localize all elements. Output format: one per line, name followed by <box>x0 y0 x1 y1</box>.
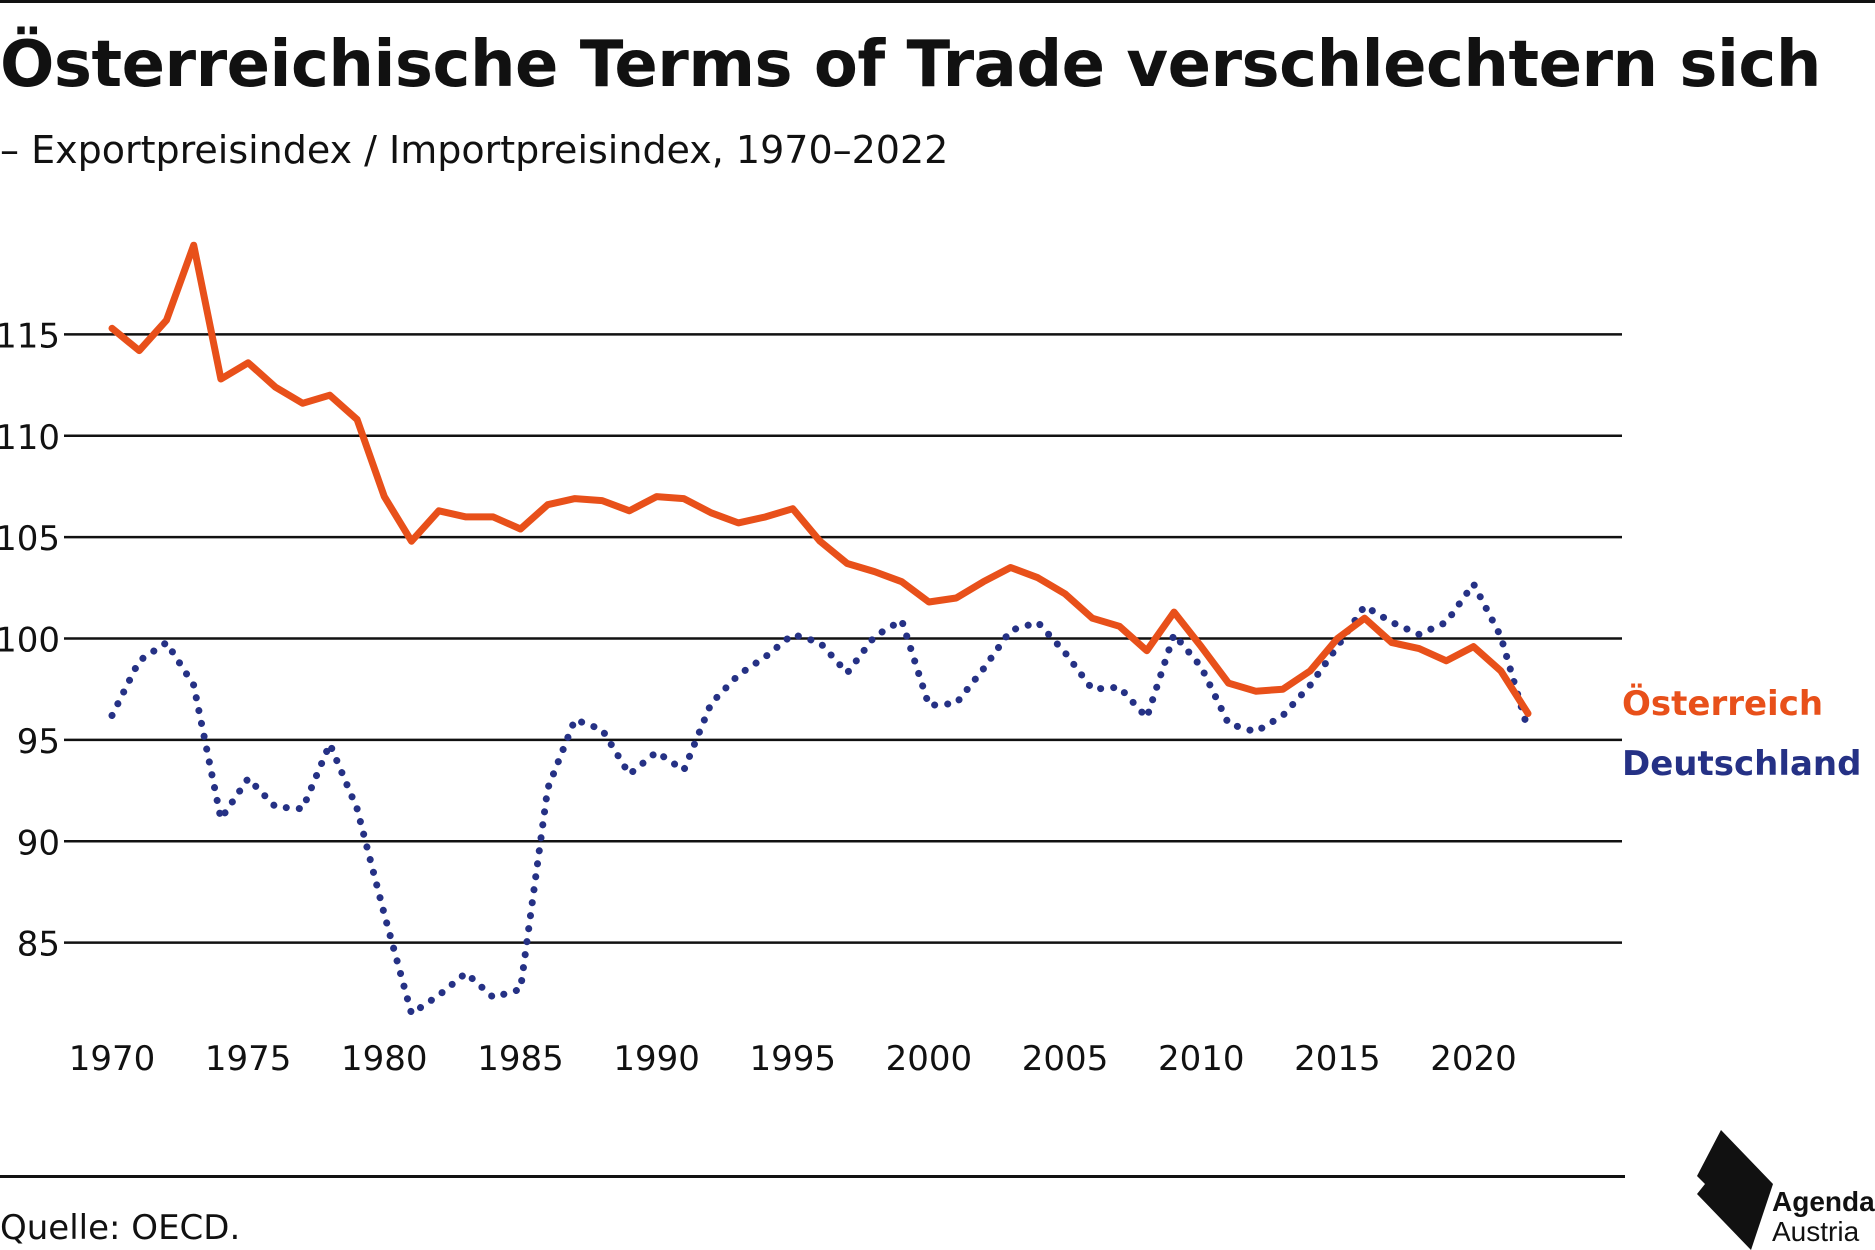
y-tick-label: 95 <box>17 722 60 762</box>
x-tick-label: 2010 <box>1158 1039 1245 1079</box>
top-rule <box>0 0 1875 3</box>
x-axis-tick-labels: 1970 1975 1980 1985 1990 1995 2000 2005 2010 2015… <box>69 1039 1517 1079</box>
y-tick-label: 110 <box>0 418 60 458</box>
y-tick-label: 115 <box>0 316 60 356</box>
y-axis-tick-labels: 85 90 95 100 105 110 115 <box>0 316 60 964</box>
logo-subname: Austria <box>1772 1216 1860 1247</box>
x-tick-label: 2015 <box>1294 1039 1381 1079</box>
x-tick-label: 2000 <box>886 1039 973 1079</box>
legend-label-oesterreich: Österreich <box>1622 683 1823 724</box>
x-tick-label: 1985 <box>477 1039 564 1079</box>
y-tick-label: 100 <box>0 621 60 661</box>
series-lines <box>108 241 1532 1018</box>
gridlines <box>64 333 1622 944</box>
x-tick-label: 2020 <box>1430 1039 1517 1079</box>
x-tick-label: 1995 <box>750 1039 837 1079</box>
logo-name: Agenda <box>1772 1186 1875 1217</box>
y-tick-label: 105 <box>0 519 60 559</box>
x-tick-label: 2005 <box>1022 1039 1109 1079</box>
x-tick-label: 1975 <box>205 1039 292 1079</box>
chart-title: Österreichische Terms of Trade verschlec… <box>0 28 1821 102</box>
source-note: Quelle: OECD. <box>0 1208 241 1248</box>
series-line-oesterreich <box>108 241 1532 717</box>
agenda-austria-logo: Agenda Austria <box>1695 1128 1875 1250</box>
y-tick-label: 85 <box>17 925 60 965</box>
x-tick-label: 1980 <box>341 1039 428 1079</box>
bottom-rule <box>0 1175 1625 1178</box>
x-tick-label: 1970 <box>69 1039 156 1079</box>
chart-subtitle: – Exportpreisindex / Importpreisindex, 1… <box>0 128 949 172</box>
x-tick-label: 1990 <box>613 1039 700 1079</box>
series-end-labels: Österreich Deutschland <box>1622 683 1861 784</box>
y-tick-label: 90 <box>17 823 60 863</box>
series-line-deutschland <box>108 580 1532 1018</box>
legend-label-deutschland: Deutschland <box>1622 744 1861 784</box>
logo-mark-icon <box>1697 1130 1773 1250</box>
